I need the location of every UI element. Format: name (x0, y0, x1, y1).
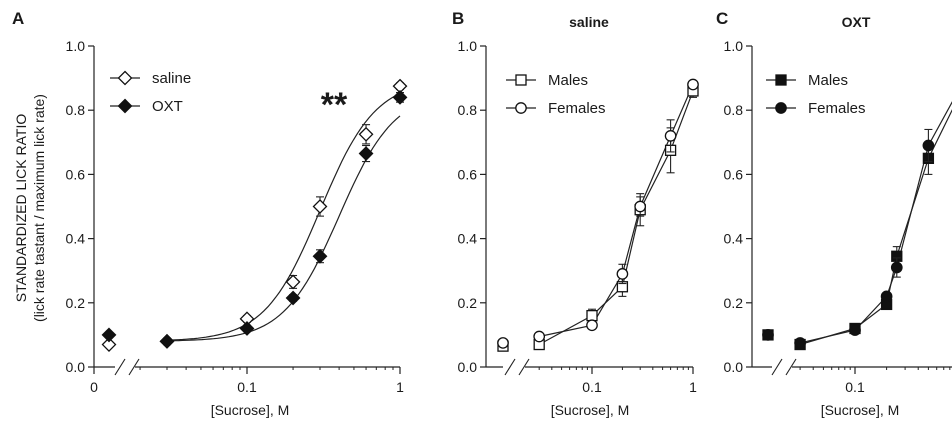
y-tick-label: 0.0 (66, 359, 86, 375)
data-point-oxt (159, 333, 175, 349)
legend-label-saline: saline (152, 70, 191, 87)
legend-label-females: Females (808, 100, 866, 117)
panel-title: saline (569, 14, 609, 30)
data-point-females (880, 290, 893, 303)
control-point-females (497, 337, 509, 349)
legend-label-males: Males (548, 72, 588, 89)
x-tick-label: 0.1 (237, 379, 257, 395)
y-tick-label: 1.0 (724, 38, 744, 54)
data-point-females (533, 330, 546, 343)
axis-break-mark (128, 358, 140, 376)
fit-curve-oxt (166, 115, 401, 342)
y-axis-title: STANDARDIZED LICK RATIO (lick rate tasta… (13, 94, 47, 322)
legend-marker-males (515, 74, 527, 86)
legend-marker-females (775, 102, 787, 114)
y-tick-label: 0.2 (458, 295, 478, 311)
data-point-females (849, 324, 861, 336)
axis-break-mark (771, 358, 783, 376)
panel-label-b: B (452, 9, 464, 28)
y-axis-title-line1: STANDARDIZED LICK RATIO (13, 114, 29, 303)
x-tick-label: 0 (90, 379, 98, 395)
panel-a-plot: A 0.0 0.2 0.4 0.6 0.8 1.0 0 0.1 1 [Sucrose], M sali… (12, 9, 408, 418)
data-point-saline (358, 126, 374, 142)
panel-c-plot: C OXT 0.0 0.2 0.4 0.6 0.8 1.0 0.1 [Sucrose], M Mal… (716, 9, 952, 418)
y-tick-label: 0.6 (66, 166, 86, 182)
series-line-males (538, 90, 694, 346)
x-axis-title: [Sucrose], M (821, 402, 900, 418)
y-tick-label: 0.0 (724, 359, 744, 375)
y-tick-label: 0.8 (458, 102, 478, 118)
data-point-oxt (358, 146, 374, 161)
data-point-females (922, 139, 935, 152)
data-point-females (794, 337, 806, 349)
panel-label-c: C (716, 9, 728, 28)
axis-break-mark (504, 358, 516, 376)
data-point-females (890, 261, 903, 274)
x-axis-title: [Sucrose], M (551, 402, 630, 418)
significance-annotation: ** (321, 86, 348, 124)
series-line-females (539, 84, 694, 338)
data-point-oxt (239, 321, 255, 336)
panel-label-a: A (12, 9, 24, 28)
axis-break-mark (114, 358, 126, 376)
data-point-females (616, 268, 629, 280)
legend-marker-females (515, 102, 527, 114)
y-tick-label: 0.6 (458, 166, 478, 182)
data-point-saline (312, 199, 328, 214)
series-line-females (799, 101, 952, 344)
x-tick-label: 0.1 (582, 379, 602, 395)
control-point-oxt (101, 327, 117, 343)
data-point-oxt (285, 290, 301, 306)
axis-break-mark (518, 358, 530, 376)
y-tick-label: 0.2 (724, 295, 744, 311)
x-axis-title: [Sucrose], M (211, 402, 290, 418)
data-point-females (586, 319, 598, 332)
data-point-oxt (312, 248, 328, 264)
axis-break-mark (785, 358, 797, 376)
control-point-females (762, 329, 774, 341)
y-tick-label: 0.8 (66, 102, 86, 118)
y-tick-label: 1.0 (66, 38, 86, 54)
legend-marker-oxt (117, 98, 133, 114)
data-point-saline (285, 274, 301, 290)
y-tick-label: 0.6 (724, 166, 744, 182)
y-tick-label: 0.4 (66, 231, 86, 247)
x-tick-label: 0.1 (845, 379, 865, 395)
data-point-females (687, 78, 699, 91)
data-point-males (586, 309, 598, 322)
panel-title: OXT (842, 14, 871, 30)
legend-marker-saline (117, 70, 133, 86)
data-point-females (634, 200, 647, 213)
x-tick-label: 1 (396, 379, 404, 395)
control-point-saline (101, 337, 117, 352)
y-tick-label: 0.2 (66, 295, 86, 311)
fit-curve-saline (166, 92, 401, 341)
legend-label-females: Females (548, 100, 606, 117)
y-tick-label: 0.8 (724, 102, 744, 118)
data-point-oxt (392, 89, 408, 105)
x-tick-label: 1 (689, 379, 697, 395)
data-point-females (664, 130, 677, 142)
legend-marker-males (775, 74, 787, 86)
y-tick-label: 0.4 (458, 231, 478, 247)
y-axis-title-line2: (lick rate tastant / maximum lick rate) (31, 94, 47, 322)
y-tick-label: 1.0 (458, 38, 478, 54)
legend-label-males: Males (808, 72, 848, 89)
y-tick-label: 0.4 (724, 231, 744, 247)
y-tick-label: 0.0 (458, 359, 478, 375)
legend-label-oxt: OXT (152, 98, 183, 115)
